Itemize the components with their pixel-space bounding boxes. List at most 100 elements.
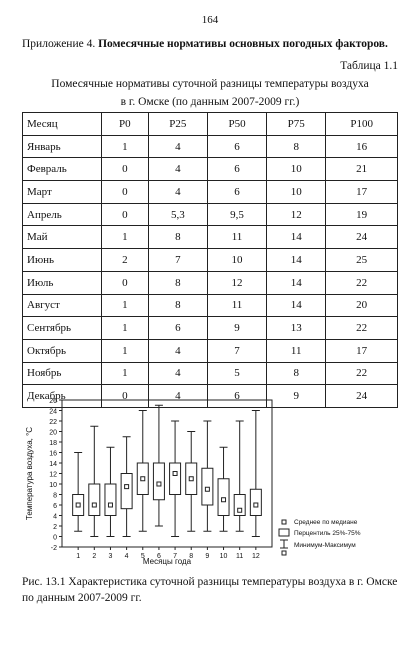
value-cell: 8 <box>266 361 327 386</box>
y-tick-label: 2 <box>53 524 57 531</box>
value-cell: 20 <box>325 293 398 318</box>
value-cell: 4 <box>147 361 208 386</box>
value-cell: 5,3 <box>147 202 208 227</box>
value-cell: 17 <box>325 180 398 204</box>
value-cell: 6 <box>206 384 268 408</box>
value-cell: 22 <box>325 316 398 340</box>
value-cell: 4 <box>147 134 208 159</box>
value-cell: 22 <box>325 361 398 386</box>
iqr-box <box>249 488 262 516</box>
value-cell: 11 <box>206 293 268 318</box>
table-caption-line-1: Помесячные нормативы суточной разницы те… <box>51 78 369 90</box>
table-row: Октябрь 1 4 7 11 17 <box>22 338 398 363</box>
value-cell: 4 <box>147 180 208 204</box>
x-tick-label: 6 <box>157 553 161 560</box>
x-tick-label: 4 <box>125 553 129 560</box>
iqr-box <box>217 478 230 516</box>
iqr-box <box>169 462 182 495</box>
value-cell: 14 <box>266 293 327 318</box>
x-tick-label: 12 <box>252 553 260 560</box>
figure-caption: Рис. 13.1 Характеристика суточной разниц… <box>22 576 398 604</box>
iqr-box <box>104 483 117 516</box>
x-tick-label: 10 <box>220 553 228 560</box>
legend-iqr-symbol <box>278 528 290 537</box>
value-cell: 7 <box>206 338 268 363</box>
value-cell: 24 <box>325 384 398 408</box>
x-tick-label: 3 <box>109 553 113 560</box>
value-cell: 5 <box>206 361 268 386</box>
value-cell: 9 <box>266 384 327 408</box>
iqr-box <box>152 462 165 501</box>
value-cell: 0 <box>101 157 149 182</box>
y-tick-label: 26 <box>49 398 57 405</box>
y-tick-label: 18 <box>49 440 57 447</box>
value-cell: 0 <box>101 202 149 227</box>
table-header-row: Месяц P0 P25 P50 P75 P100 <box>22 112 398 136</box>
median-marker <box>221 497 227 503</box>
table-caption-line-2: в г. Омске (по данным 2007-2009 гг.) <box>120 96 300 108</box>
month-cell: Октябрь <box>22 338 102 363</box>
y-tick-label: 20 <box>49 430 57 437</box>
table-row: Февраль 0 4 6 10 21 <box>22 157 398 182</box>
table-row: Июнь 2 7 10 14 25 <box>22 248 398 272</box>
x-axis-label: Месяцы года <box>143 557 192 566</box>
value-cell: 22 <box>325 270 398 295</box>
value-cell: 1 <box>101 361 149 386</box>
y-axis-label: Температура воздуха, °C <box>25 427 34 520</box>
value-cell: 9,5 <box>206 202 268 227</box>
value-cell: 1 <box>101 293 149 318</box>
month-cell: Ноябрь <box>22 361 102 386</box>
legend-extra-symbol <box>281 550 287 556</box>
x-tick-label: 8 <box>189 553 193 560</box>
table-row: Январь 1 4 6 8 16 <box>22 134 398 159</box>
median-marker <box>156 481 162 487</box>
month-cell: Июль <box>22 270 102 295</box>
value-cell: 19 <box>325 202 398 227</box>
y-tick-label: 12 <box>49 472 57 479</box>
value-cell: 14 <box>266 248 327 272</box>
value-cell: 10 <box>266 157 327 182</box>
value-cell: 11 <box>266 338 327 363</box>
value-cell: 8 <box>147 270 208 295</box>
iqr-box <box>88 483 101 516</box>
appendix-title: Помесячные нормативы основных погодных ф… <box>98 38 388 50</box>
value-cell: 12 <box>266 202 327 227</box>
y-tick-label: 24 <box>49 409 57 416</box>
median-marker <box>140 476 146 482</box>
median-marker <box>253 502 259 508</box>
value-cell: 8 <box>147 225 208 250</box>
month-cell: Август <box>22 293 102 318</box>
month-cell: Январь <box>22 134 102 159</box>
value-cell: 17 <box>325 338 398 363</box>
monthly-temperature-table: Месяц P0 P25 P50 P75 P100 Январь 1 4 6 8 16 Фе… <box>22 112 398 408</box>
iqr-box <box>120 473 133 510</box>
legend-median-symbol <box>281 519 287 525</box>
x-tick-label: 7 <box>173 553 177 560</box>
table-row: Апрель 0 5,3 9,5 12 19 <box>22 202 398 227</box>
value-cell: 9 <box>206 316 268 340</box>
value-cell: 25 <box>325 248 398 272</box>
x-tick-label: 11 <box>236 553 243 560</box>
table-row: Декабрь 0 4 6 9 24 <box>22 384 398 408</box>
table-row: Ноябрь 1 4 5 8 22 <box>22 361 398 386</box>
month-cell: Июнь <box>22 248 102 272</box>
median-marker <box>204 486 210 492</box>
month-cell: Март <box>22 180 102 204</box>
median-marker <box>124 484 130 490</box>
value-cell: 7 <box>147 248 208 272</box>
value-cell: 4 <box>147 338 208 363</box>
y-tick-label: 10 <box>49 482 57 489</box>
value-cell: 1 <box>101 338 149 363</box>
legend-range-label: Минимум-Максимум <box>294 542 356 549</box>
table-row: Май 1 8 11 14 24 <box>22 225 398 250</box>
x-tick-label: 9 <box>205 553 209 560</box>
y-tick-label: -2 <box>51 545 57 552</box>
x-tick-label: 2 <box>92 553 96 560</box>
x-tick-label: 5 <box>141 553 145 560</box>
y-tick-label: 8 <box>53 493 57 500</box>
value-cell: 14 <box>266 270 327 295</box>
header-p25: P25 <box>147 112 208 136</box>
appendix-heading: Приложение 4. Помесячные нормативы основ… <box>22 38 388 50</box>
header-month: Месяц <box>22 112 102 136</box>
